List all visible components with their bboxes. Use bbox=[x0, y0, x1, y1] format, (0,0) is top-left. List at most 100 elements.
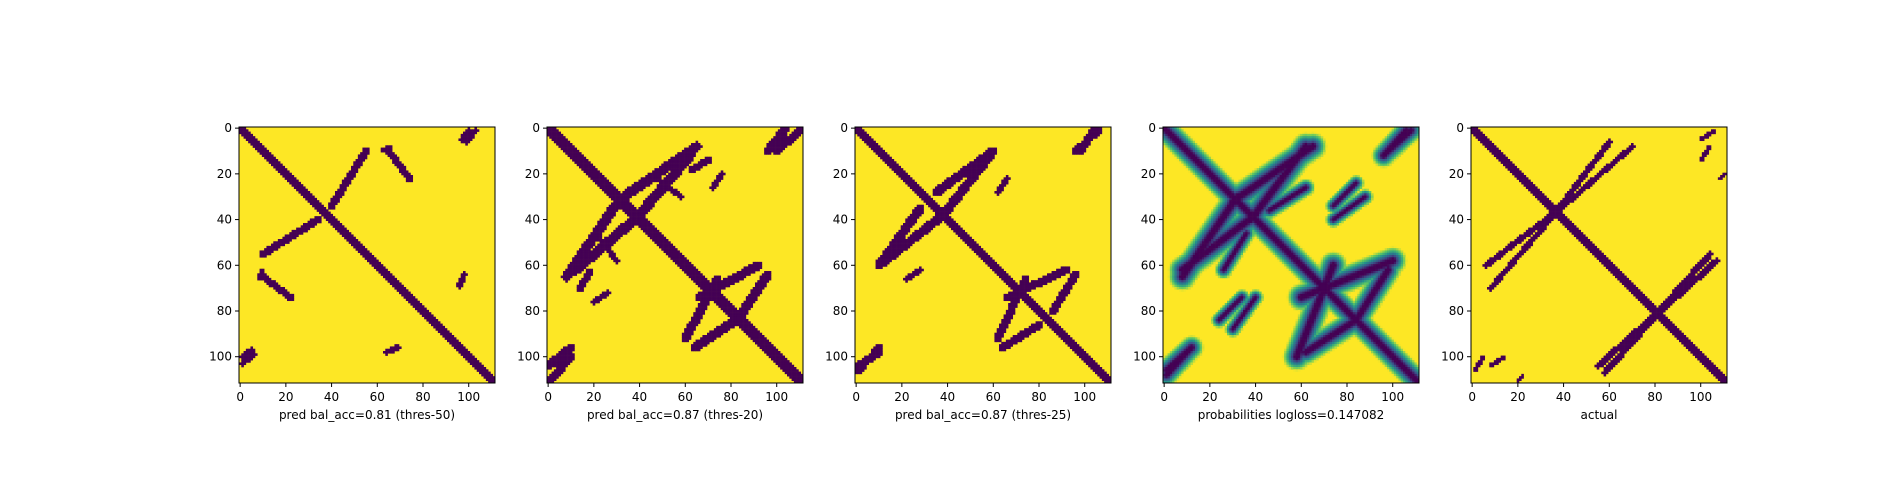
heatmap-cell bbox=[1017, 332, 1020, 336]
heatmap-cell bbox=[606, 250, 610, 254]
heatmap-cell bbox=[707, 335, 710, 338]
heatmap-cell bbox=[868, 360, 872, 363]
heatmap-cell bbox=[380, 273, 384, 276]
heatmap-cell bbox=[1040, 284, 1043, 288]
heatmap-cell bbox=[962, 193, 966, 196]
heatmap-cell bbox=[736, 319, 740, 322]
heatmap-cell bbox=[622, 232, 626, 235]
heatmap-cell bbox=[903, 170, 906, 174]
heatmap-cell bbox=[261, 255, 265, 258]
heatmap-cell bbox=[921, 232, 924, 235]
heatmap-cell bbox=[866, 133, 870, 137]
heatmap-cell bbox=[896, 245, 899, 249]
y-tick-label: 40 bbox=[833, 213, 848, 227]
heatmap-cell bbox=[1063, 339, 1066, 343]
heatmap-cell bbox=[777, 138, 781, 142]
heatmap-cell bbox=[261, 277, 265, 281]
heatmap-cell bbox=[556, 140, 559, 144]
x-tick-label: 0 bbox=[852, 390, 860, 404]
heatmap-cell bbox=[431, 323, 434, 327]
heatmap-cell bbox=[999, 344, 1002, 347]
heatmap-cell bbox=[1010, 300, 1014, 304]
heatmap-cell bbox=[741, 319, 744, 322]
heatmap-cell bbox=[1074, 348, 1078, 352]
heatmap-cell bbox=[401, 165, 404, 169]
heatmap-cell bbox=[579, 264, 582, 267]
heatmap-cell bbox=[248, 348, 251, 352]
heatmap-cell bbox=[360, 252, 363, 256]
heatmap-cell bbox=[319, 202, 322, 206]
heatmap-cell bbox=[467, 355, 471, 359]
heatmap-cell bbox=[1063, 287, 1066, 290]
heatmap-cell bbox=[711, 284, 715, 288]
heatmap-cell bbox=[309, 220, 313, 224]
heatmap-cell bbox=[994, 271, 998, 274]
heatmap-cell bbox=[576, 154, 580, 158]
heatmap-cell bbox=[348, 177, 352, 180]
heatmap-cell bbox=[643, 186, 646, 190]
heatmap-cell bbox=[702, 312, 706, 315]
x-tick-label: 60 bbox=[986, 390, 1001, 404]
heatmap-cell bbox=[563, 367, 566, 370]
heatmap-cell bbox=[576, 287, 580, 290]
heatmap-cell bbox=[777, 143, 781, 146]
heatmap-cell bbox=[257, 145, 260, 148]
heatmap-cell bbox=[887, 159, 890, 162]
heatmap-cell bbox=[1389, 138, 1392, 142]
heatmap-cell bbox=[551, 371, 555, 375]
heatmap-cell bbox=[976, 172, 979, 176]
heatmap-cell bbox=[1060, 266, 1064, 270]
heatmap-cell bbox=[435, 323, 439, 327]
heatmap-cell bbox=[558, 136, 562, 139]
heatmap-cell bbox=[1040, 282, 1043, 286]
heatmap-cell bbox=[761, 337, 765, 340]
heatmap-cell bbox=[679, 154, 683, 158]
heatmap-cell bbox=[268, 248, 272, 251]
heatmap-cell bbox=[601, 245, 605, 249]
heatmap-cell bbox=[565, 268, 568, 272]
heatmap-cell bbox=[576, 284, 580, 288]
heatmap-cell bbox=[757, 284, 760, 288]
heatmap-cell bbox=[944, 207, 947, 210]
heatmap-cell bbox=[467, 129, 471, 132]
heatmap-cell bbox=[307, 225, 311, 228]
heatmap-cell bbox=[268, 154, 272, 158]
heatmap-cell bbox=[709, 156, 712, 160]
heatmap-cell bbox=[882, 257, 886, 260]
heatmap-cell bbox=[693, 266, 696, 270]
heatmap-cell bbox=[999, 337, 1002, 340]
heatmap-cell bbox=[563, 275, 566, 279]
heatmap-cell bbox=[1015, 335, 1018, 338]
heatmap-cell bbox=[271, 280, 274, 283]
heatmap-cell bbox=[592, 170, 596, 174]
heatmap-cell bbox=[387, 348, 391, 352]
heatmap-cell bbox=[791, 140, 795, 144]
heatmap-cell bbox=[261, 275, 265, 279]
heatmap-cell bbox=[752, 298, 756, 302]
heatmap-cell bbox=[652, 175, 655, 178]
heatmap-cell bbox=[1069, 273, 1073, 276]
heatmap-cell bbox=[583, 165, 587, 169]
heatmap-cell bbox=[720, 293, 724, 297]
heatmap-cell bbox=[734, 323, 738, 327]
heatmap-cell bbox=[277, 243, 281, 247]
heatmap-cell bbox=[755, 332, 758, 336]
heatmap-cell bbox=[259, 152, 263, 155]
heatmap-cell bbox=[757, 282, 760, 286]
heatmap-cell bbox=[563, 277, 566, 281]
heatmap-cell bbox=[713, 293, 717, 297]
heatmap-cell bbox=[293, 229, 297, 233]
heatmap-cell bbox=[681, 266, 685, 270]
heatmap-cell bbox=[665, 248, 669, 251]
heatmap-cell bbox=[727, 282, 731, 286]
heatmap-cell bbox=[1033, 280, 1036, 283]
heatmap-cell bbox=[670, 170, 674, 174]
heatmap-cell bbox=[980, 159, 984, 162]
heatmap-cell bbox=[615, 261, 619, 265]
heatmap-cell bbox=[303, 193, 306, 196]
heatmap-cell bbox=[583, 266, 587, 270]
heatmap-cell bbox=[948, 184, 952, 187]
heatmap-cell bbox=[905, 248, 908, 251]
heatmap-cell bbox=[784, 145, 788, 148]
heatmap-cell bbox=[640, 209, 644, 212]
